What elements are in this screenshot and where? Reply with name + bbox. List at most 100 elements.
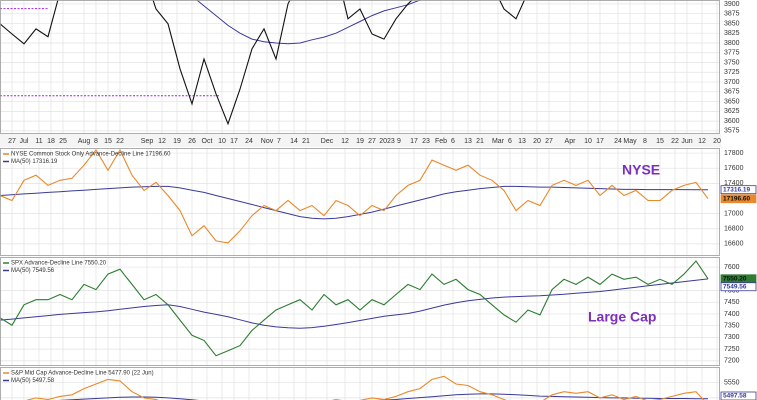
y-tick-label: 3600 <box>724 118 740 125</box>
x-tick-label: 12 <box>698 138 706 145</box>
y-tick-label: 3775 <box>724 50 740 57</box>
series-line <box>0 0 526 126</box>
x-tick-label: Apr <box>565 138 577 145</box>
x-tick-label: 27 <box>8 138 16 145</box>
y-tick-label: 5550 <box>724 379 740 386</box>
legend-label: MA(50) 7549.56 <box>11 268 55 274</box>
x-tick-label: 25 <box>59 138 67 145</box>
x-tick-label: 10 <box>584 138 592 145</box>
x-tick-label: 17 <box>230 138 238 145</box>
x-tick-label: 8 <box>643 138 647 145</box>
x-tick-label: 21 <box>302 138 310 145</box>
last-value-box <box>720 282 757 292</box>
last-value-label: 7549.56 <box>723 283 747 290</box>
x-tick-label: Sep <box>141 138 154 145</box>
y-tick-label: 7450 <box>724 299 740 306</box>
panel <box>0 0 720 134</box>
x-tick-label: 6 <box>508 138 512 145</box>
y-tick-label: 3750 <box>724 59 740 66</box>
x-tick-label: 23 <box>422 138 430 145</box>
x-tick-label: 15 <box>656 138 664 145</box>
x-tick-label: 27 <box>545 138 553 145</box>
x-tick-label: Mar <box>492 138 505 145</box>
legend-label: NYSE Common Stock Only Advance-Decline L… <box>11 152 171 158</box>
last-value-label: 7550.20 <box>723 275 747 282</box>
x-tick-label: 15 <box>104 138 112 145</box>
y-tick-label: 7600 <box>724 264 740 271</box>
panel-border <box>0 148 720 256</box>
annotation: Large Cap <box>588 309 656 325</box>
x-tick-label: 26 <box>188 138 196 145</box>
x-tick-label: 14 <box>290 138 298 145</box>
x-tick-label: 21 <box>476 138 484 145</box>
date-axis-strip <box>0 134 721 147</box>
x-tick-label: 18 <box>47 138 55 145</box>
last-value-label: 17316.19 <box>723 186 750 193</box>
x-tick-label: Oct <box>202 138 213 145</box>
y-tick-label: 3625 <box>724 108 740 115</box>
y-tick-label: 17400 <box>724 180 744 187</box>
last-value-box <box>720 185 757 195</box>
y-tick-label: 3850 <box>724 20 740 27</box>
y-tick-label: 7300 <box>724 334 740 341</box>
annotation: NYSE <box>622 162 660 178</box>
y-tick-label: 3700 <box>724 79 740 86</box>
y-tick-label: 3825 <box>724 30 740 37</box>
y-tick-label: 3675 <box>724 89 740 96</box>
x-tick-label: 11 <box>35 138 42 145</box>
y-tick-label: 7250 <box>724 346 740 353</box>
x-tick-label: 13 <box>464 138 472 145</box>
y-tick-label: 7350 <box>724 323 740 330</box>
x-tick-label: Aug <box>78 138 91 145</box>
x-tick-label: 20 <box>533 138 541 145</box>
legend-label: S&P Mid Cap Advance-Decline Line 5477.90… <box>11 371 154 377</box>
y-tick-label: 7400 <box>724 311 740 318</box>
x-tick-label: 12 <box>158 138 166 145</box>
panel-border <box>0 367 720 400</box>
y-tick-label: 3575 <box>724 128 740 135</box>
y-tick-label: 7200 <box>724 358 740 365</box>
x-tick-label: 19 <box>173 138 181 145</box>
x-tick-label: 19 <box>356 138 364 145</box>
panel <box>0 257 720 366</box>
series-line <box>0 278 709 329</box>
x-tick-label: 7 <box>277 138 281 145</box>
last-value-label: 17196.60 <box>723 195 750 202</box>
y-tick-label: 3875 <box>724 11 740 18</box>
y-tick-label: 3650 <box>724 98 740 105</box>
panel-border <box>0 0 720 134</box>
y-tick-label: 16800 <box>724 226 744 233</box>
last-value-box <box>720 194 757 204</box>
x-tick-label: 8 <box>94 138 98 145</box>
legend-label: SPX Advance-Decline Line 7550.20 <box>11 261 107 267</box>
x-tick-label: 9 <box>397 138 401 145</box>
x-tick-label: 10 <box>218 138 226 145</box>
series-line <box>0 148 709 244</box>
y-tick-label: 17800 <box>724 150 744 157</box>
x-tick-label: 17 <box>410 138 418 145</box>
x-tick-label: Dec <box>321 138 334 145</box>
series-line <box>0 260 709 357</box>
y-tick-label: 17000 <box>724 210 744 217</box>
x-tick-label: 24 <box>614 138 622 145</box>
series-line <box>195 0 422 45</box>
panel-border <box>0 257 720 366</box>
x-tick-label: 12 <box>341 138 349 145</box>
last-value-label: 5497.58 <box>723 393 747 400</box>
x-tick-label: 13 <box>518 138 526 145</box>
series-line <box>25 375 705 400</box>
legend-label: MA(50) 17316.19 <box>11 159 58 165</box>
panel <box>0 367 720 400</box>
x-tick-label: May <box>623 138 637 145</box>
y-tick-label: 3800 <box>724 40 740 47</box>
x-tick-label: 6 <box>451 138 455 145</box>
x-tick-label: 22 <box>671 138 679 145</box>
series-line <box>0 185 708 220</box>
y-tick-label: 3725 <box>724 69 740 76</box>
last-value-box <box>720 391 757 400</box>
x-tick-label: 27 <box>368 138 376 145</box>
x-tick-label: Jun <box>681 138 692 145</box>
x-tick-label: Jul <box>20 138 29 145</box>
x-tick-label: Feb <box>435 138 447 145</box>
